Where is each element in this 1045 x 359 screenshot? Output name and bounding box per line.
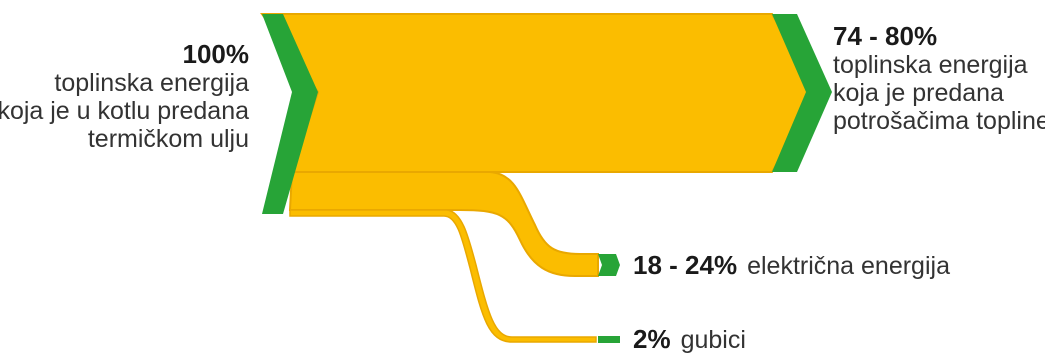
- input-desc-line-2: koja je u kotlu predana: [0, 97, 249, 126]
- electric-branch-flow: [288, 171, 599, 277]
- heat-output-percent: 74 - 80%: [833, 21, 938, 51]
- loss-output-percent: 2%: [633, 324, 671, 354]
- loss-output-marker-icon: [598, 336, 620, 343]
- main-heat-flow: [260, 13, 820, 173]
- heat-output-label: 74 - 80% toplinska energija koja je pred…: [833, 21, 1045, 136]
- input-energy-label: 100% toplinska energija koja je u kotlu …: [0, 39, 250, 154]
- input-percent: 100%: [182, 39, 250, 69]
- heat-output-desc-line-2: koja je predana: [833, 79, 1004, 108]
- electric-output-desc: električna energija: [747, 252, 950, 280]
- input-desc-line-3: termičkom ulju: [87, 125, 249, 154]
- input-chevron-icon: [262, 14, 318, 214]
- loss-branch-flow: [289, 209, 597, 343]
- loss-output-label: 2% gubici: [633, 324, 746, 354]
- electric-output-label: 18 - 24% električna energija: [633, 250, 950, 280]
- heat-output-desc-line-1: toplinska energija: [833, 51, 1028, 80]
- loss-output-desc: gubici: [680, 326, 746, 354]
- electric-output-percent: 18 - 24%: [633, 250, 738, 280]
- electric-output-chevron-icon: [598, 254, 620, 276]
- heat-output-desc-line-3: potrošačima topline: [833, 107, 1045, 136]
- input-desc-line-1: toplinska energija: [54, 69, 249, 98]
- heat-output-chevron-icon: [772, 14, 832, 172]
